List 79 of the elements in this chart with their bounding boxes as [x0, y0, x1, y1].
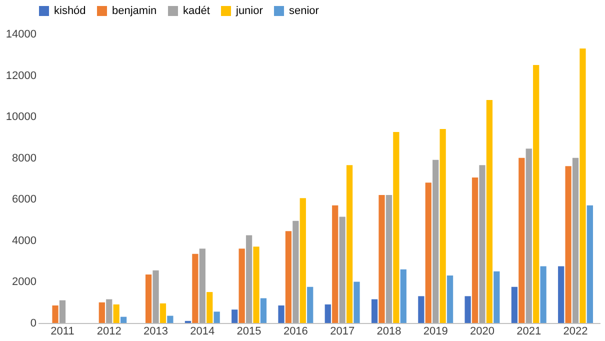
x-tick-label: 2017	[330, 326, 355, 338]
bar	[446, 276, 454, 323]
bar	[339, 216, 346, 323]
bar	[120, 316, 127, 323]
legend-label: kadét	[183, 5, 210, 17]
bar	[214, 312, 220, 323]
bar	[494, 271, 500, 323]
bar	[378, 195, 385, 323]
bar	[52, 305, 58, 323]
bar	[486, 100, 493, 323]
x-tick-label: 2014	[190, 326, 215, 338]
y-tick-label: 8000	[12, 152, 36, 164]
bar	[432, 160, 439, 323]
bar	[307, 286, 314, 323]
bar	[393, 132, 400, 323]
bar	[479, 165, 486, 323]
bar	[206, 292, 213, 323]
x-tick-label: 2019	[423, 326, 448, 338]
bar	[332, 205, 338, 323]
bar	[586, 205, 594, 323]
bar	[113, 304, 120, 323]
bar	[238, 248, 245, 323]
bar	[278, 305, 284, 323]
y-tick-label: 14000	[6, 28, 36, 40]
bar	[386, 195, 392, 323]
bar	[98, 302, 105, 323]
bar	[285, 231, 292, 323]
bar	[199, 248, 206, 323]
bar	[533, 64, 540, 323]
x-tick-label: 2018	[376, 326, 402, 338]
y-tick-label: 2000	[12, 276, 36, 288]
y-tick-label: 4000	[12, 234, 36, 247]
bar	[300, 198, 306, 323]
bar	[346, 165, 353, 323]
x-tick-label: 2022	[563, 326, 588, 338]
bar	[371, 299, 378, 323]
bar	[232, 310, 238, 323]
bar	[425, 182, 432, 323]
y-tick-label: 6000	[12, 194, 36, 206]
y-tick-label: 0	[30, 318, 36, 330]
x-tick-label: 2011	[50, 326, 74, 338]
bar	[440, 128, 446, 323]
bar	[400, 269, 406, 323]
x-tick-label: 2020	[470, 326, 494, 338]
bar	[464, 296, 471, 323]
bar	[526, 148, 532, 323]
bar	[152, 270, 159, 323]
bar	[565, 166, 572, 323]
legend-label: senior	[289, 5, 320, 17]
x-tick-label: 2013	[144, 326, 168, 338]
x-tick-label: 2016	[283, 326, 308, 338]
bar	[246, 235, 252, 323]
bar	[572, 158, 579, 323]
bar	[59, 300, 66, 323]
bar	[511, 286, 518, 323]
bar	[145, 274, 152, 323]
bar	[580, 48, 586, 323]
bar	[167, 316, 174, 323]
bar	[354, 282, 360, 323]
x-tick-label: 2012	[96, 326, 122, 338]
bar	[518, 158, 525, 323]
x-tick-label: 2015	[236, 326, 262, 338]
bar	[540, 266, 546, 323]
bar	[324, 304, 331, 323]
bar	[253, 246, 260, 323]
bar	[292, 220, 299, 323]
y-tick-label: 12000	[6, 70, 36, 82]
bar	[160, 303, 166, 323]
y-tick-label: 10000	[6, 111, 36, 124]
legend-label: kishód	[54, 5, 86, 17]
bar	[472, 177, 478, 323]
bar	[558, 266, 564, 323]
legend-label: benjamin	[112, 5, 157, 17]
bar	[106, 299, 112, 323]
legend-label: junior	[235, 5, 264, 17]
bar	[192, 254, 198, 323]
x-tick-label: 2021	[516, 326, 542, 338]
bar	[260, 298, 267, 323]
bar	[418, 296, 424, 323]
